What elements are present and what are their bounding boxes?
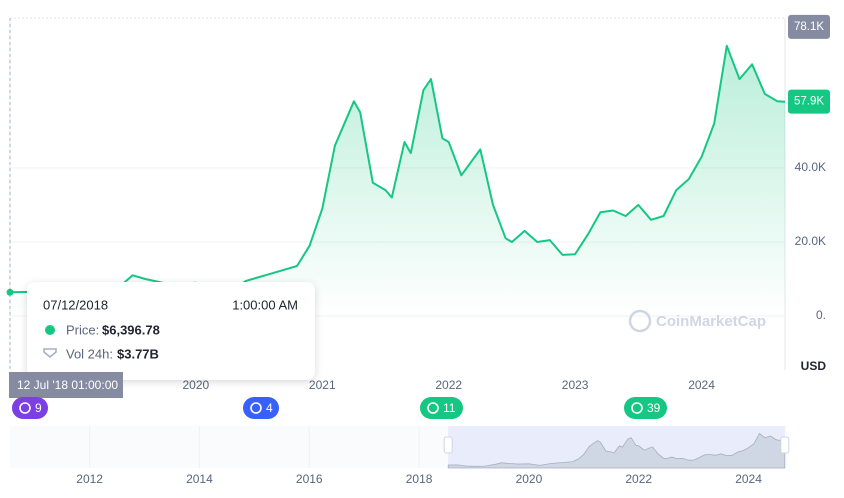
y-tick-label: 40.0K	[795, 160, 826, 174]
currency: USD	[801, 359, 827, 373]
tooltip-price-label: Price:	[66, 322, 99, 337]
navigator-tick-label: 2024	[735, 472, 762, 486]
value-badge-label: 78.1K	[794, 21, 824, 33]
navigator-tick-label: 2022	[625, 472, 652, 486]
navigator-tick-label: 2014	[186, 472, 213, 486]
x-tick-label: 2022	[435, 378, 462, 392]
tooltip-price: $6,396.78	[102, 322, 160, 337]
value-badge	[788, 14, 830, 39]
x-tick-label: 2020	[182, 378, 209, 392]
value-badge-label: 57.9K	[794, 96, 824, 108]
hover-point	[6, 288, 14, 296]
x-tick-label: 2023	[562, 378, 589, 392]
navigator-tick-label: 2020	[516, 472, 543, 486]
tooltip-date: 07/12/2018	[43, 297, 108, 312]
watermark: CoinMarketCap	[656, 313, 766, 330]
navigator-area	[447, 432, 786, 469]
crosshair-label: 12 Jul '18 01:00:00	[17, 378, 118, 392]
navigator-tick-label: 2012	[76, 472, 103, 486]
event-badge[interactable]	[420, 397, 463, 419]
tooltip-volume-label: Vol 24h:	[66, 346, 113, 361]
navigator-handle[interactable]	[443, 436, 453, 454]
event-count: 4	[266, 401, 273, 415]
event-count: 39	[647, 401, 661, 415]
volume-icon	[43, 348, 57, 359]
event-icon	[427, 402, 439, 414]
event-icon	[19, 402, 31, 414]
navigator-handle[interactable]	[780, 436, 790, 454]
event-count: 9	[35, 401, 42, 415]
y-tick-label: 0.	[816, 308, 826, 322]
tooltip-volume: $3.77B	[117, 346, 159, 361]
event-count: 11	[443, 401, 456, 415]
x-tick-label: 2024	[688, 378, 715, 392]
tooltip	[27, 282, 315, 380]
x-tick-label: 2021	[309, 378, 336, 392]
area-fill	[10, 45, 785, 317]
crosshair-label-box	[9, 372, 123, 398]
navigator-tick-label: 2018	[406, 472, 433, 486]
value-badge	[788, 89, 830, 114]
price-dot	[45, 325, 55, 335]
navigator-tick-label: 2016	[296, 472, 323, 486]
tooltip-time: 1:00:00 AM	[232, 297, 298, 312]
event-badge[interactable]	[624, 397, 667, 419]
y-tick-label: 20.0K	[795, 234, 826, 248]
event-icon	[631, 402, 643, 414]
event-icon	[250, 402, 262, 414]
